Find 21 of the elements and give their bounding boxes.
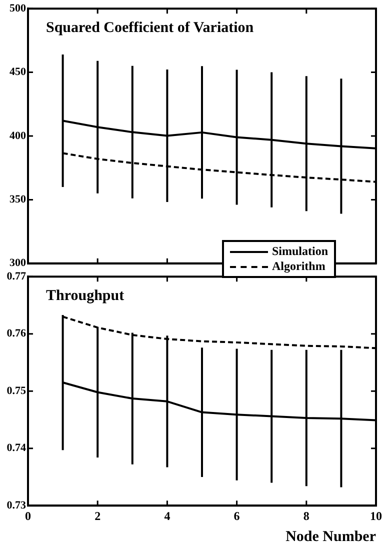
y-tick-label: 0.76: [6, 328, 26, 340]
y-tick-label: 0.73: [6, 499, 26, 512]
x-tick-label: 10: [370, 508, 382, 523]
y-tick-label: 0.74: [6, 442, 26, 454]
y-tick-label: 0.77: [6, 270, 26, 282]
text: Squared Coefficient of Variation: [46, 20, 254, 36]
y-tick-label: 500: [10, 2, 26, 14]
y-tick-label: 0.75: [6, 384, 26, 397]
legend-label: Simulation: [272, 244, 328, 259]
y-tick-label: 350: [10, 194, 26, 206]
x-tick-label: 0: [25, 508, 31, 523]
legend-label: Algorithm: [272, 259, 326, 274]
x-tick-label: 6: [234, 508, 240, 523]
y-tick-label: 300: [10, 257, 26, 270]
x-tick-label: 2: [94, 508, 101, 523]
y-tick-label: 450: [10, 66, 26, 78]
x-tick-label: 4: [164, 508, 170, 523]
x-axis-title: Node Number: [286, 528, 376, 545]
text: Throughput: [46, 288, 124, 304]
x-tick-label: 8: [303, 508, 310, 523]
y-tick-label: 400: [10, 130, 26, 142]
